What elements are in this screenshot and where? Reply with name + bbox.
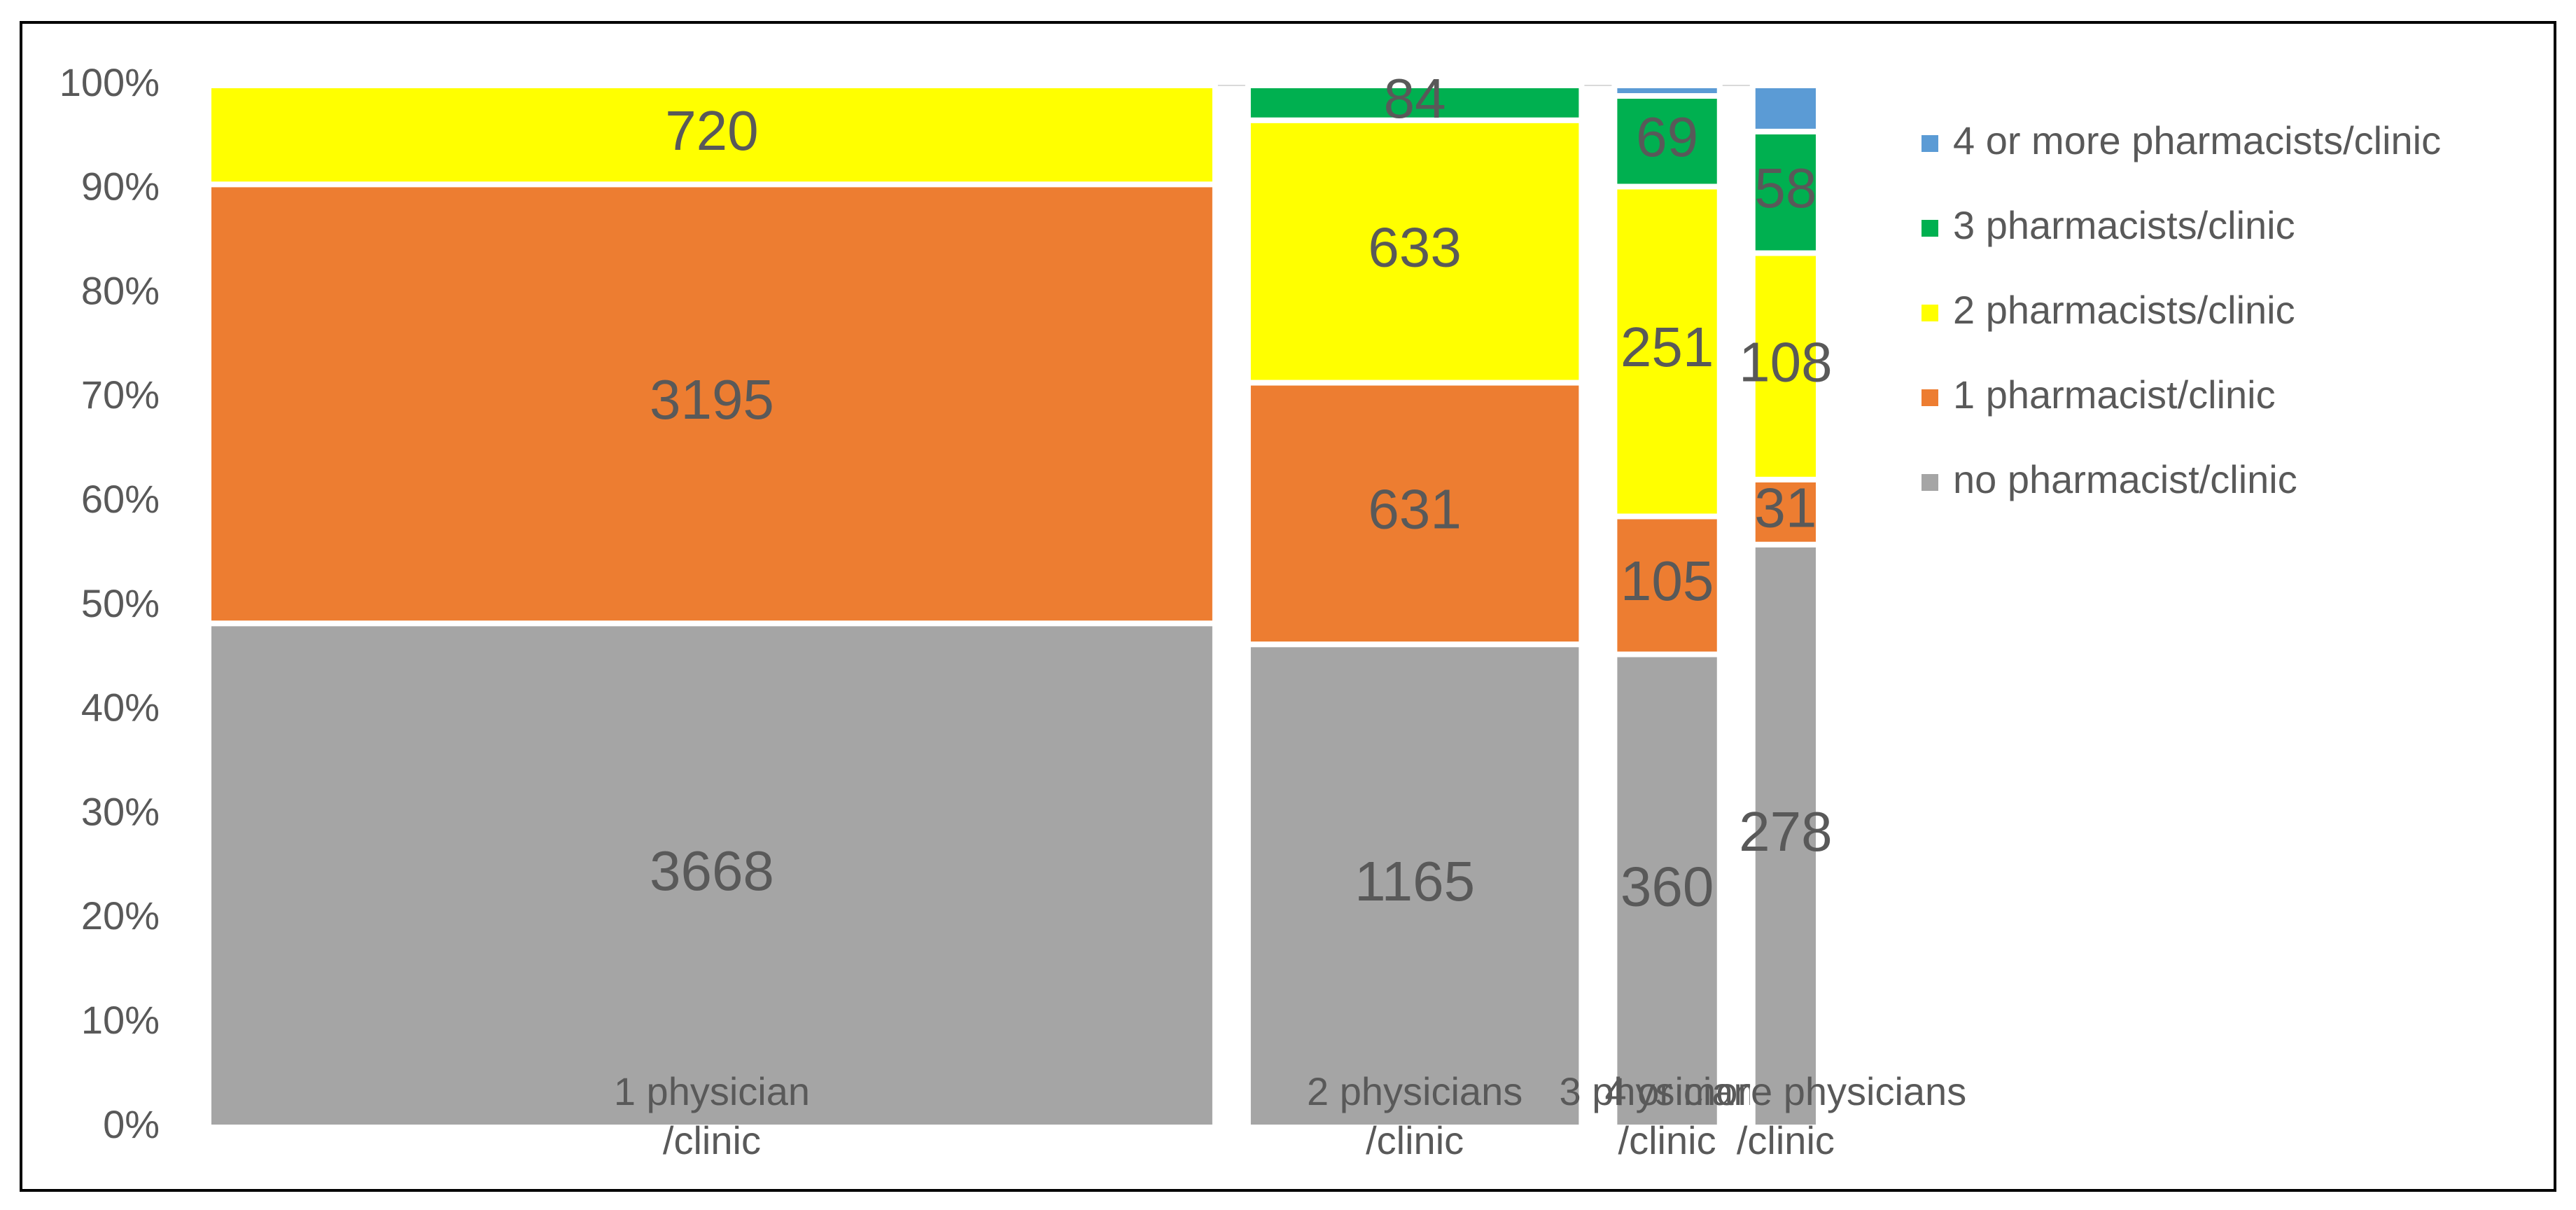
segment bbox=[1245, 117, 1585, 386]
segment bbox=[206, 83, 1218, 188]
data-label: 108 bbox=[1739, 331, 1832, 393]
data-label: 1165 bbox=[1354, 850, 1475, 912]
segment bbox=[1611, 651, 1723, 1130]
data-label: 720 bbox=[665, 99, 758, 162]
data-label: 105 bbox=[1620, 550, 1714, 612]
data-label: 251 bbox=[1620, 316, 1714, 378]
legend-swatch bbox=[1921, 305, 1938, 321]
y-tick-label: 10% bbox=[81, 998, 160, 1042]
data-label: 31 bbox=[1754, 476, 1816, 538]
legend-swatch bbox=[1921, 474, 1938, 491]
data-label: 69 bbox=[1636, 106, 1698, 168]
x-tick-label: 3 physicians/clinic bbox=[1559, 1069, 1774, 1162]
y-tick-label: 30% bbox=[81, 789, 160, 833]
data-label: 360 bbox=[1620, 855, 1714, 917]
legend-swatch bbox=[1921, 220, 1938, 237]
segment bbox=[206, 620, 1218, 1130]
data-label: 84 bbox=[1384, 67, 1446, 130]
x-tick-label: 4 or more physicians/clinic bbox=[1605, 1069, 1967, 1162]
segment bbox=[1611, 513, 1723, 658]
data-label: 3195 bbox=[650, 368, 774, 431]
y-tick-label: 70% bbox=[81, 373, 160, 417]
segment bbox=[1749, 83, 1822, 134]
segment bbox=[1245, 83, 1585, 123]
segment bbox=[1611, 83, 1723, 99]
legend-label: no pharmacist/clinic bbox=[1953, 457, 2297, 501]
y-tick-label: 40% bbox=[81, 686, 160, 730]
segment bbox=[1245, 380, 1585, 648]
legend-swatch bbox=[1921, 389, 1938, 406]
data-label: 633 bbox=[1368, 216, 1461, 278]
segment bbox=[1749, 128, 1822, 256]
data-label: 58 bbox=[1754, 157, 1816, 219]
x-tick-label: 1 physician/clinic bbox=[614, 1069, 810, 1162]
y-tick-label: 60% bbox=[81, 477, 160, 521]
legend-swatch bbox=[1921, 135, 1938, 152]
segment bbox=[1245, 641, 1585, 1130]
legend-label: 2 pharmacists/clinic bbox=[1953, 288, 2295, 332]
y-tick-label: 50% bbox=[81, 581, 160, 625]
y-tick-label: 20% bbox=[81, 893, 160, 938]
x-tick-label: 2 physicians/clinic bbox=[1307, 1069, 1522, 1162]
data-label: 631 bbox=[1368, 478, 1461, 540]
data-label: 3668 bbox=[650, 840, 774, 902]
y-tick-label: 90% bbox=[81, 165, 160, 209]
y-tick-label: 0% bbox=[103, 1102, 160, 1146]
data-label: 278 bbox=[1739, 800, 1832, 863]
segment bbox=[1611, 93, 1723, 190]
segment bbox=[1749, 541, 1822, 1130]
y-tick-label: 80% bbox=[81, 268, 160, 312]
legend-label: 3 pharmacists/clinic bbox=[1953, 203, 2295, 247]
legend-label: 4 or more pharmacists/clinic bbox=[1953, 118, 2441, 162]
y-tick-label: 100% bbox=[59, 60, 160, 104]
legend-label: 1 pharmacist/clinic bbox=[1953, 373, 2276, 417]
